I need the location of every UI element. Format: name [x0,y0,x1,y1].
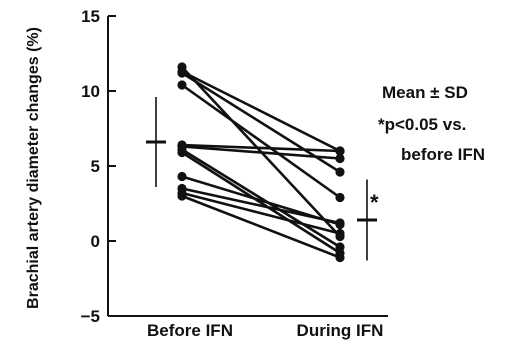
x-tick-label-before: Before IFN [147,321,233,340]
pair-line [181,191,341,235]
y-tick-label: −5 [81,307,100,326]
point-during [335,192,345,203]
point-during [335,146,345,156]
pair-line [181,145,341,160]
point-before [177,191,187,201]
point-before [177,80,187,90]
pair-line [181,143,341,153]
y-ticks: −5 0 5 10 15 [81,7,116,326]
x-tick-label-during: During IFN [297,321,384,340]
pair-line [181,70,341,153]
point-before [177,147,187,158]
point-during [335,167,345,177]
point-during [335,218,345,228]
point-during [335,153,345,164]
annotation-before-ifn: before IFN [401,145,485,164]
y-axis-title: Brachial artery diameter changes (%) [25,27,42,309]
y-tick-label: 10 [81,82,100,101]
point-during [335,228,345,239]
annotation-pvalue: *p<0.05 vs. [378,115,466,134]
y-tick-label: 5 [91,157,100,176]
y-tick-label: 0 [91,232,100,251]
data-points [177,62,345,263]
y-tick-label: 15 [81,7,100,26]
point-before [177,68,187,78]
point-before [177,171,187,182]
pair-line [181,151,341,255]
point-during [335,252,345,263]
significance-star: * [370,190,379,215]
pair-line [181,83,341,199]
paired-lines [181,66,341,259]
annotation-mean-sd: Mean ± SD [382,83,468,102]
pair-line [181,187,341,225]
summary-bars [146,97,377,261]
pair-line [181,194,341,259]
pair-line [181,148,341,249]
